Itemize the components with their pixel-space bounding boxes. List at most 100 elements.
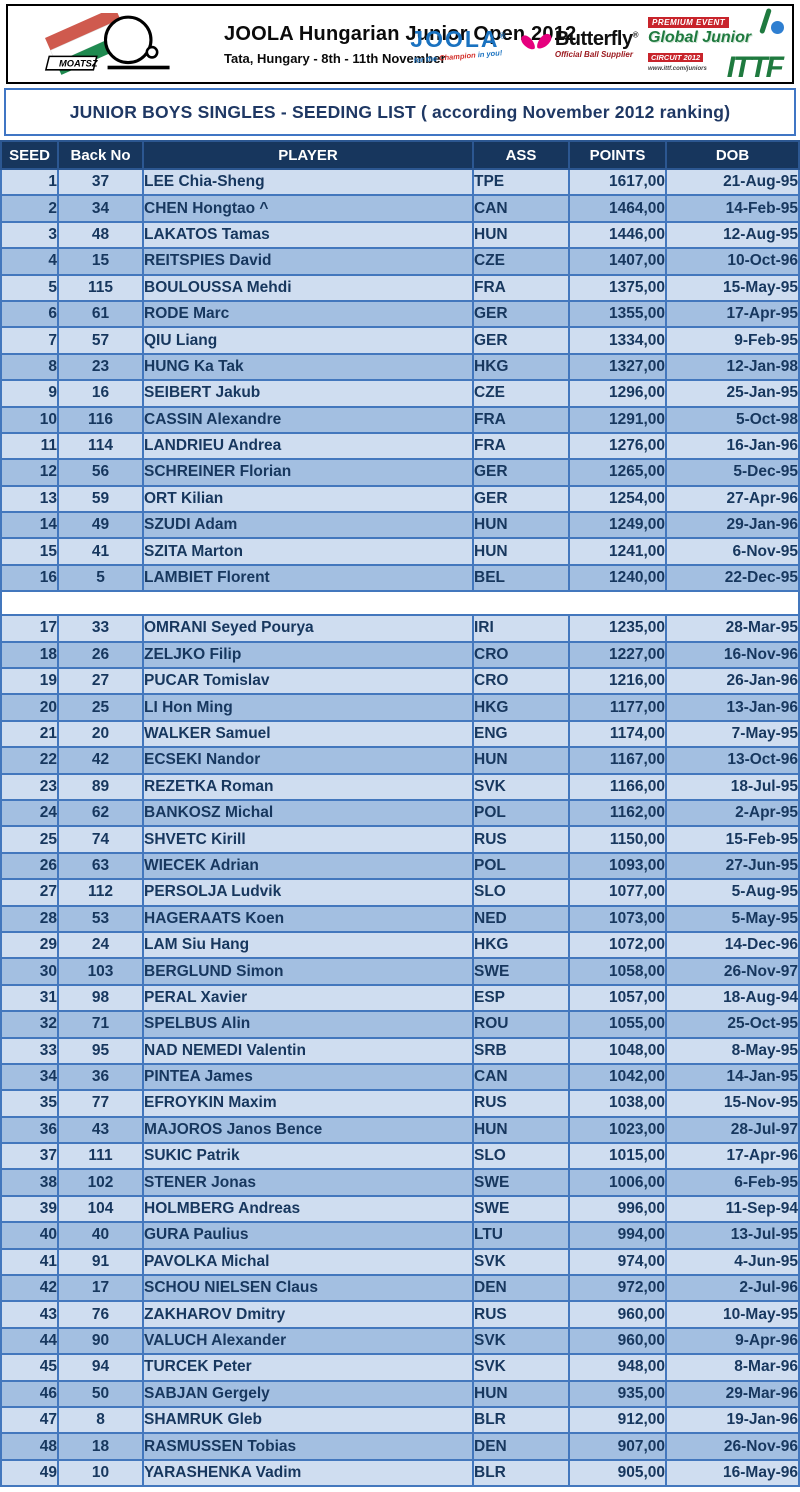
cell-association: ENG xyxy=(472,719,570,749)
cell-player: WALKER Samuel xyxy=(142,719,474,749)
cell-back-no: 18 xyxy=(57,1432,144,1461)
ittf-url: www.ittf.com/juniors xyxy=(648,65,707,72)
cell-dob: 9-Apr-96 xyxy=(665,1326,800,1356)
section-gap-row xyxy=(0,590,800,617)
cell-seed: 45 xyxy=(0,1353,59,1382)
cell-association: RUS xyxy=(472,1089,570,1118)
cell-points: 1249,00 xyxy=(568,511,667,540)
cell-back-no: 111 xyxy=(57,1142,144,1171)
cell-player: SABJAN Gergely xyxy=(142,1379,474,1408)
cell-back-no: 50 xyxy=(57,1379,144,1408)
cell-player: ZELJKO Filip xyxy=(142,640,474,670)
cell-seed: 25 xyxy=(0,825,59,854)
cell-points: 1375,00 xyxy=(568,273,667,302)
cell-back-no: 48 xyxy=(57,220,144,250)
col-header-player: PLAYER xyxy=(142,140,474,170)
table-row: 16 5 LAMBIET Florent BEL 1240,00 22-Dec-95 xyxy=(0,563,800,593)
table-row: 18 26 ZELJKO Filip CRO 1227,00 16-Nov-96 xyxy=(0,640,800,670)
cell-points: 1058,00 xyxy=(568,957,667,986)
cell-seed: 39 xyxy=(0,1194,59,1224)
table-row: 47 8 SHAMRUK Gleb BLR 912,00 19-Jan-96 xyxy=(0,1405,800,1435)
cell-back-no: 59 xyxy=(57,484,144,514)
cell-player: QIU Liang xyxy=(142,326,474,355)
col-header-ass: ASS xyxy=(472,140,570,170)
joola-reg-mark: ® xyxy=(499,30,506,40)
cell-association: CZE xyxy=(472,379,570,408)
cell-dob: 17-Apr-95 xyxy=(665,299,800,329)
cell-seed: 34 xyxy=(0,1062,59,1092)
cell-back-no: 103 xyxy=(57,957,144,986)
cell-dob: 13-Oct-96 xyxy=(665,746,800,775)
cell-back-no: 112 xyxy=(57,878,144,907)
cell-seed: 5 xyxy=(0,273,59,302)
cell-back-no: 114 xyxy=(57,431,144,461)
cell-back-no: 16 xyxy=(57,379,144,408)
butterfly-text-block: Butterfly® Official Ball Supplier xyxy=(555,29,639,59)
cell-association: CRO xyxy=(472,640,570,670)
cell-back-no: 40 xyxy=(57,1221,144,1250)
cell-association: BLR xyxy=(472,1405,570,1435)
cell-association: ROU xyxy=(472,1010,570,1039)
table-header-row: SEED Back No PLAYER ASS POINTS DOB xyxy=(0,140,800,170)
cell-dob: 7-May-95 xyxy=(665,719,800,749)
table-row: 12 56 SCHREINER Florian GER 1265,00 5-Dec-95 xyxy=(0,458,800,487)
cell-seed: 1 xyxy=(0,167,59,197)
cell-dob: 27-Jun-95 xyxy=(665,851,800,881)
cell-seed: 23 xyxy=(0,772,59,801)
table-row: 6 61 RODE Marc GER 1355,00 17-Apr-95 xyxy=(0,299,800,329)
cell-player: CHEN Hongtao ^ xyxy=(142,194,474,223)
table-row: 30 103 BERGLUND Simon SWE 1058,00 26-Nov-97 xyxy=(0,957,800,986)
cell-player: LEE Chia-Sheng xyxy=(142,167,474,197)
cell-association: SWE xyxy=(472,957,570,986)
cell-player: WIECEK Adrian xyxy=(142,851,474,881)
joola-tagline-pre: for the xyxy=(413,53,438,65)
cell-back-no: 42 xyxy=(57,746,144,775)
cell-points: 994,00 xyxy=(568,1221,667,1250)
cell-seed: 47 xyxy=(0,1405,59,1435)
cell-association: RUS xyxy=(472,825,570,854)
cell-points: 1291,00 xyxy=(568,405,667,434)
cell-back-no: 10 xyxy=(57,1458,144,1488)
cell-dob: 8-May-95 xyxy=(665,1036,800,1065)
cell-seed: 31 xyxy=(0,983,59,1013)
cell-points: 948,00 xyxy=(568,1353,667,1382)
cell-points: 1077,00 xyxy=(568,878,667,907)
cell-association: GER xyxy=(472,299,570,329)
col-header-points: POINTS xyxy=(568,140,667,170)
table-row: 40 40 GURA Paulius LTU 994,00 13-Jul-95 xyxy=(0,1221,800,1250)
cell-dob: 26-Nov-97 xyxy=(665,957,800,986)
table-row: 29 24 LAM Siu Hang HKG 1072,00 14-Dec-96 xyxy=(0,930,800,960)
cell-association: POL xyxy=(472,798,570,828)
cell-dob: 5-Oct-98 xyxy=(665,405,800,434)
cell-points: 1073,00 xyxy=(568,904,667,933)
cell-association: SVK xyxy=(472,772,570,801)
cell-points: 1334,00 xyxy=(568,326,667,355)
cell-player: YARASHENKA Vadim xyxy=(142,1458,474,1488)
butterfly-wordmark: Butterfly® xyxy=(555,29,639,49)
cell-player: TURCEK Peter xyxy=(142,1353,474,1382)
cell-seed: 41 xyxy=(0,1247,59,1277)
cell-dob: 10-Oct-96 xyxy=(665,247,800,276)
cell-points: 1241,00 xyxy=(568,537,667,566)
table-row: 41 91 PAVOLKA Michal SVK 974,00 4-Jun-95 xyxy=(0,1247,800,1277)
event-title: JOOLA Hungarian Junior Open 2012 xyxy=(224,22,577,45)
cell-seed: 30 xyxy=(0,957,59,986)
cell-seed: 19 xyxy=(0,667,59,696)
cell-back-no: 57 xyxy=(57,326,144,355)
cell-association: HUN xyxy=(472,1115,570,1145)
cell-points: 1162,00 xyxy=(568,798,667,828)
cell-seed: 35 xyxy=(0,1089,59,1118)
cell-back-no: 62 xyxy=(57,798,144,828)
cell-points: 1055,00 xyxy=(568,1010,667,1039)
cell-seed: 21 xyxy=(0,719,59,749)
cell-points: 1177,00 xyxy=(568,693,667,722)
cell-back-no: 56 xyxy=(57,458,144,487)
event-text-block: JOOLA Hungarian Junior Open 2012 Tata, H… xyxy=(220,22,577,66)
seeding-table: SEED Back No PLAYER ASS POINTS DOB 1 37 LE… xyxy=(0,140,800,1488)
table-row: 43 76 ZAKHAROV Dmitry RUS 960,00 10-May-95 xyxy=(0,1300,800,1329)
cell-association: GER xyxy=(472,484,570,514)
cell-player: REZETKA Roman xyxy=(142,772,474,801)
cell-association: FRA xyxy=(472,273,570,302)
table-row: 23 89 REZETKA Roman SVK 1166,00 18-Jul-95 xyxy=(0,772,800,801)
table-row: 28 53 HAGERAATS Koen NED 1073,00 5-May-95 xyxy=(0,904,800,933)
